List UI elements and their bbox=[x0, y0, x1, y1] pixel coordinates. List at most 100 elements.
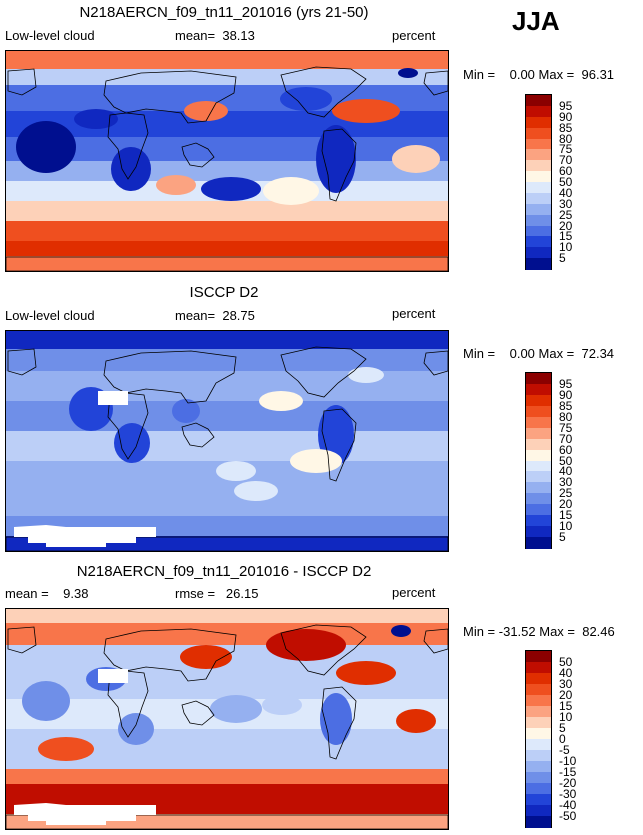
panel-1-mean: mean= 38.13 bbox=[175, 28, 255, 43]
colorbar-cell bbox=[526, 471, 551, 483]
field-blob bbox=[118, 713, 154, 745]
colorbar-tick-label: 20 bbox=[559, 688, 573, 702]
coastline bbox=[103, 350, 237, 404]
colorbar-tick-label: 20 bbox=[559, 497, 573, 512]
colorbar-cell bbox=[526, 493, 551, 505]
field-blob bbox=[391, 625, 411, 637]
field-blob bbox=[259, 391, 303, 411]
colorbar-tick-label: -40 bbox=[559, 798, 577, 812]
colorbar-tick-label: 5 bbox=[559, 251, 566, 266]
field-blob bbox=[234, 481, 278, 501]
colorbar-cell bbox=[526, 772, 551, 784]
colorbar-cell bbox=[526, 236, 551, 248]
panel-1-colorbar bbox=[525, 94, 552, 270]
colorbar-tick-label: 0 bbox=[559, 732, 566, 746]
colorbar-tick-label: 5 bbox=[559, 530, 566, 545]
coastline bbox=[280, 346, 367, 398]
coastline bbox=[280, 66, 367, 118]
field-blob bbox=[22, 681, 70, 721]
field-band bbox=[6, 256, 448, 271]
colorbar-tick-label: 5 bbox=[559, 721, 566, 735]
colorbar-cell bbox=[526, 247, 551, 259]
colorbar-cell bbox=[526, 373, 551, 385]
field-blob bbox=[156, 175, 196, 195]
coastline bbox=[181, 142, 215, 168]
field-band bbox=[6, 51, 448, 69]
field-blob bbox=[201, 177, 261, 201]
field-band bbox=[6, 769, 448, 784]
colorbar-cell bbox=[526, 684, 551, 696]
colorbar-cell bbox=[526, 138, 551, 150]
colorbar-cell bbox=[526, 95, 551, 107]
colorbar-tick-label: 60 bbox=[559, 164, 573, 179]
colorbar-cell bbox=[526, 116, 551, 129]
field-blob bbox=[16, 121, 76, 173]
coastline bbox=[321, 128, 357, 202]
panel-1-map bbox=[5, 50, 449, 272]
colorbar-tick-label: 25 bbox=[559, 207, 573, 222]
field-blob bbox=[290, 449, 342, 473]
panel-2-mean: mean= 28.75 bbox=[175, 308, 255, 323]
colorbar-tick-label: 15 bbox=[559, 508, 573, 523]
coastline bbox=[107, 392, 149, 460]
colorbar-cell bbox=[526, 515, 551, 527]
colorbar-cell bbox=[526, 182, 551, 194]
colorbar-cell bbox=[526, 416, 551, 429]
colorbar-cell bbox=[526, 160, 551, 172]
coastline bbox=[423, 628, 448, 654]
coastline bbox=[423, 350, 448, 376]
coastline bbox=[423, 70, 448, 96]
colorbar-tick-label: 15 bbox=[559, 229, 573, 244]
colorbar-tick-label: 15 bbox=[559, 699, 573, 713]
field-blob bbox=[392, 145, 440, 173]
colorbar-tick-label: 85 bbox=[559, 398, 573, 413]
field-band bbox=[6, 221, 448, 241]
field-blob bbox=[280, 87, 332, 111]
panel-2-colorbar bbox=[525, 372, 552, 549]
coastline bbox=[321, 686, 357, 760]
coastline bbox=[103, 70, 237, 124]
panel-2-title: ISCCP D2 bbox=[189, 284, 259, 301]
missing-data-mask bbox=[98, 669, 128, 683]
coastline bbox=[321, 408, 357, 482]
colorbar-cell bbox=[526, 750, 551, 762]
coastline bbox=[107, 112, 149, 180]
panel-3-colorbar bbox=[525, 650, 552, 828]
coastline bbox=[7, 68, 37, 96]
field-blob bbox=[398, 68, 418, 78]
coastline bbox=[6, 256, 448, 271]
season-label: JJA bbox=[512, 6, 560, 36]
field-band bbox=[6, 491, 448, 516]
colorbar-cell bbox=[526, 394, 551, 407]
coastline bbox=[280, 624, 367, 676]
missing-data-mask bbox=[98, 391, 128, 405]
colorbar-cell bbox=[526, 449, 551, 461]
panel-2-variable: Low-level cloud bbox=[5, 308, 95, 323]
colorbar-tick-label: 40 bbox=[559, 464, 573, 479]
colorbar-tick-label: -50 bbox=[559, 809, 577, 823]
panel-3-units: percent bbox=[392, 585, 436, 600]
coastline bbox=[7, 626, 37, 654]
colorbar-tick-label: 25 bbox=[559, 486, 573, 501]
field-blob bbox=[336, 661, 396, 685]
colorbar-cell bbox=[526, 171, 551, 183]
panel-2-units: percent bbox=[392, 306, 436, 321]
colorbar-cell bbox=[526, 482, 551, 494]
panel-1-variable: Low-level cloud bbox=[5, 28, 95, 43]
field-blob bbox=[316, 125, 356, 193]
colorbar-cell bbox=[526, 427, 551, 440]
colorbar-tick-label: 40 bbox=[559, 185, 573, 200]
colorbar-cell bbox=[526, 192, 551, 205]
colorbar-tick-label: 40 bbox=[559, 666, 573, 680]
field-blob bbox=[216, 461, 256, 481]
colorbar-tick-label: 75 bbox=[559, 142, 573, 157]
panel-2-minmax: Min = 0.00 Max = 72.34 bbox=[463, 346, 615, 361]
colorbar-tick-label: 30 bbox=[559, 677, 573, 691]
coastline bbox=[7, 348, 37, 376]
field-band bbox=[6, 137, 448, 161]
colorbar-tick-label: 75 bbox=[559, 420, 573, 435]
colorbar-cell bbox=[526, 383, 551, 396]
field-blob bbox=[262, 695, 302, 715]
field-band bbox=[6, 331, 448, 349]
colorbar-cell bbox=[526, 258, 551, 270]
